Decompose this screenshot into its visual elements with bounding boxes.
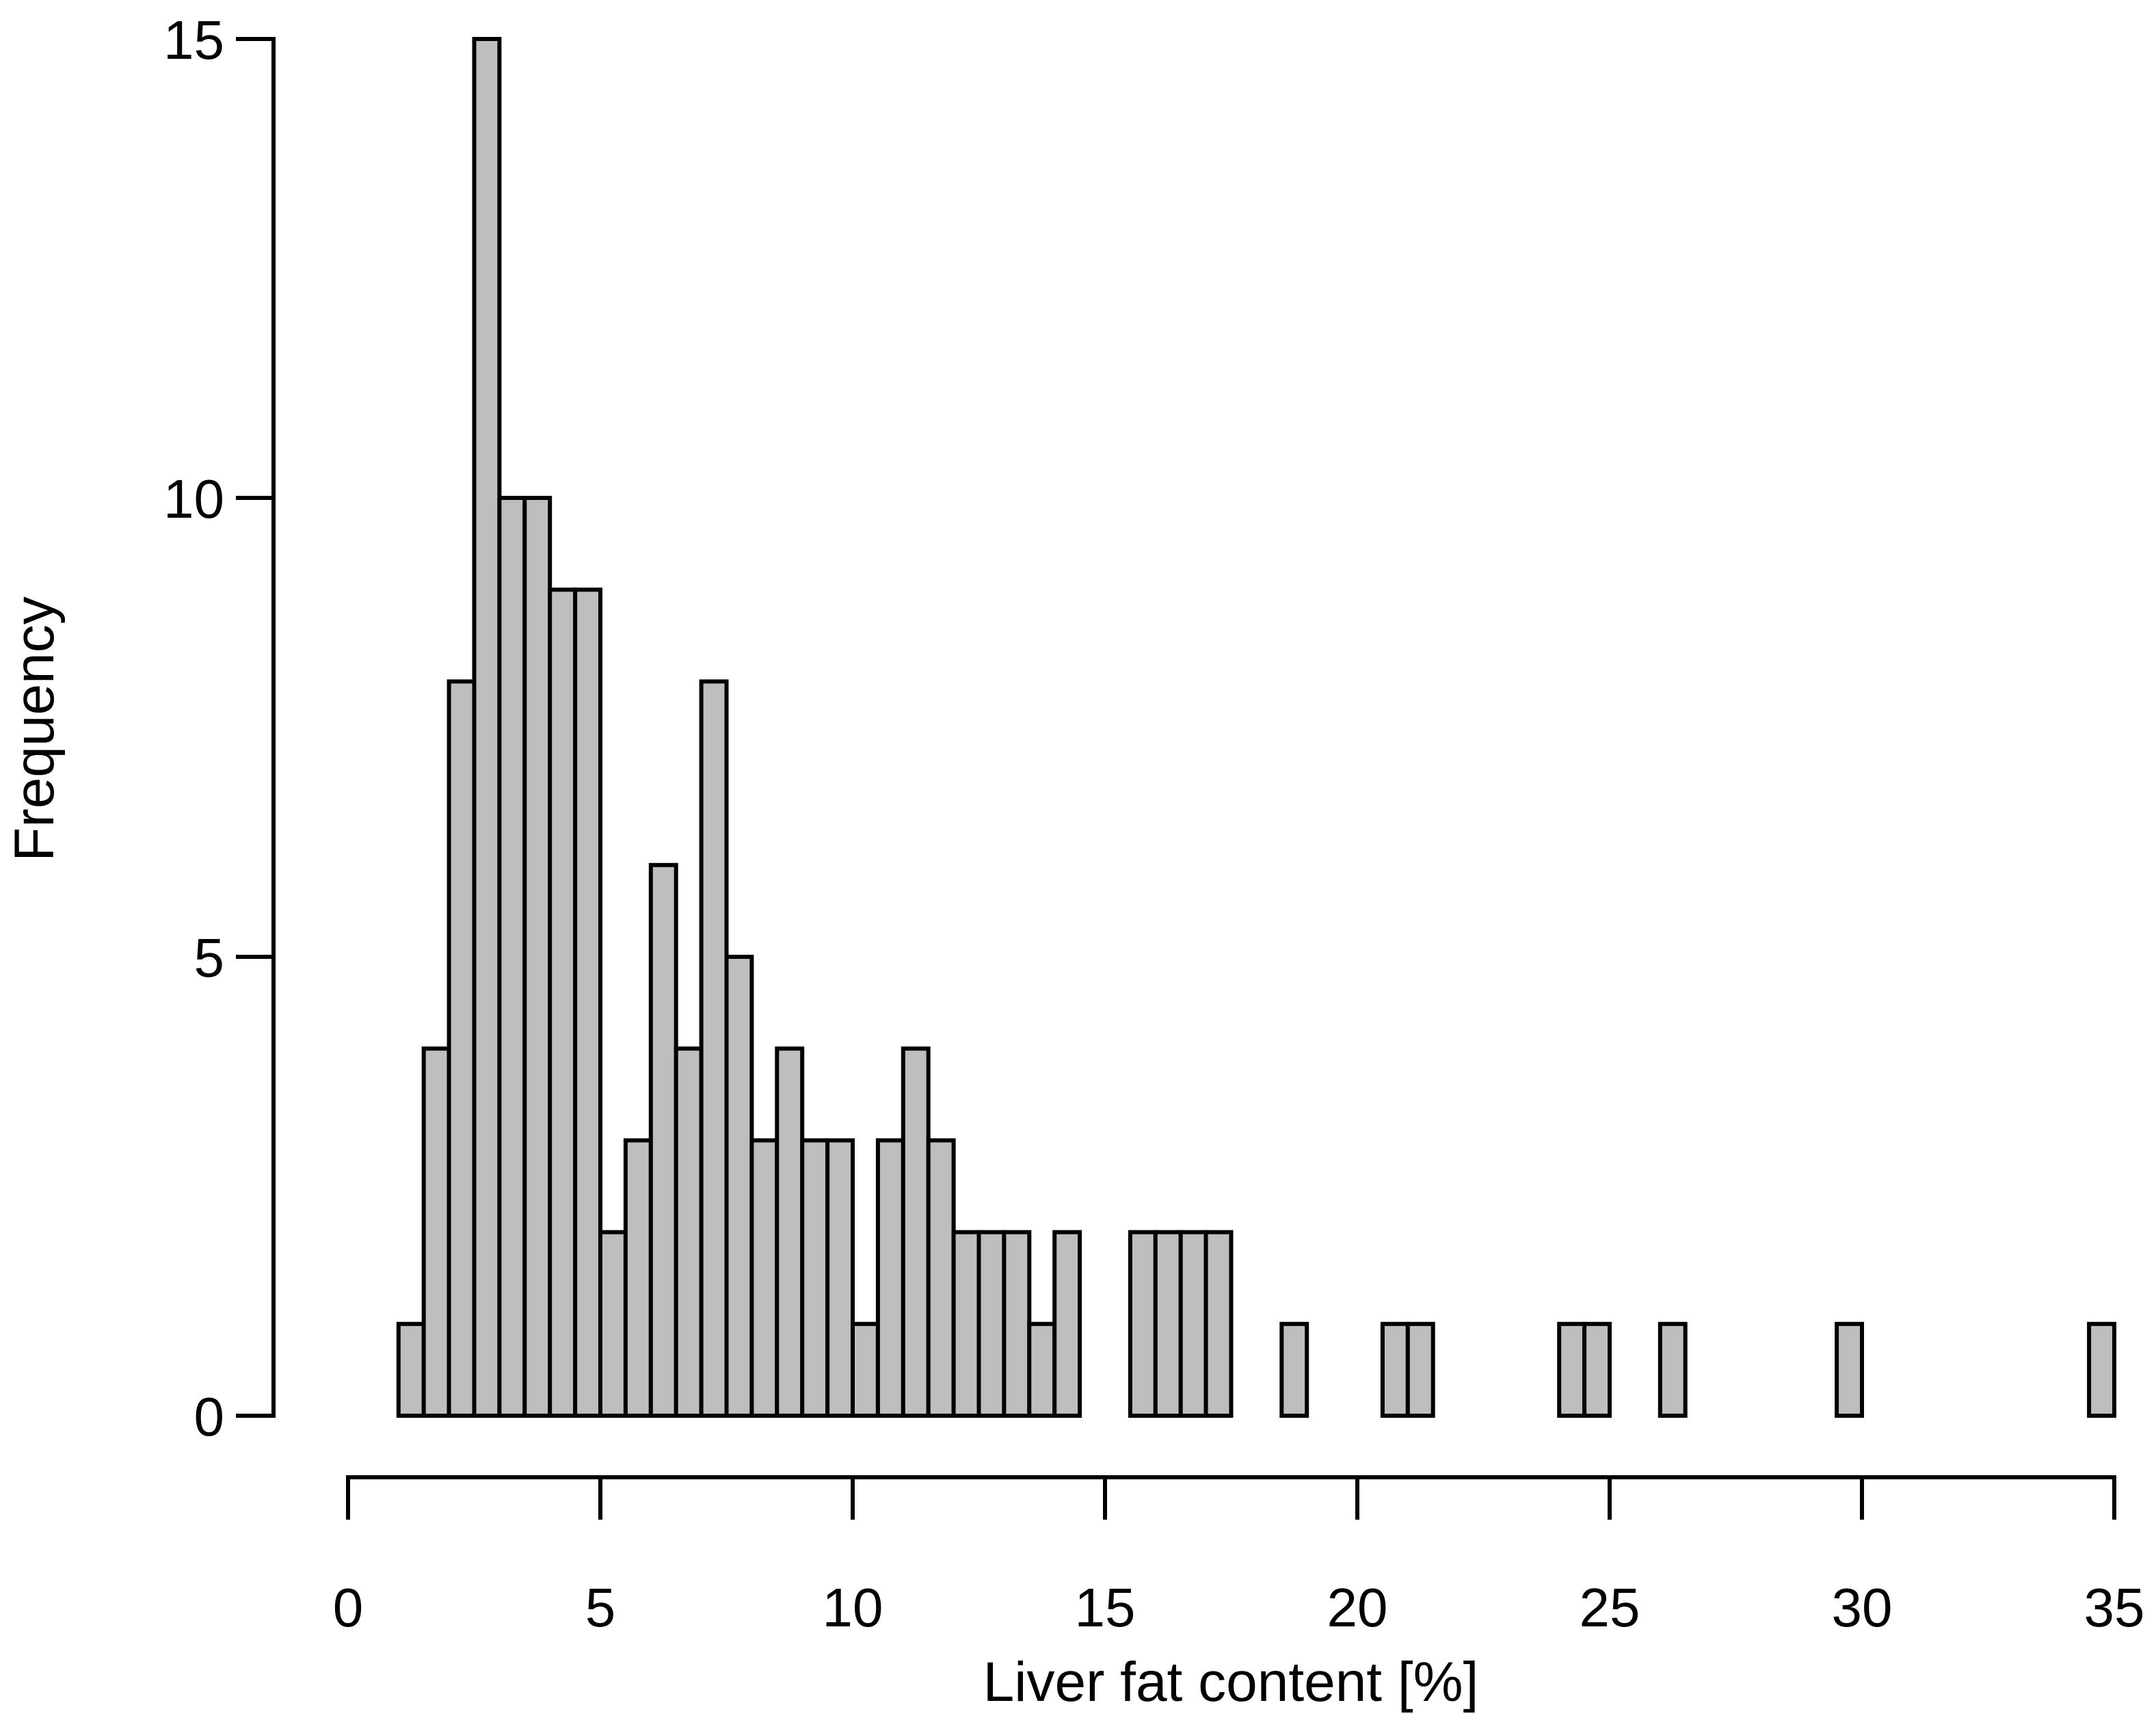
histogram-bar (598, 1230, 628, 1418)
histogram-bar (447, 679, 477, 1418)
histogram-bar (522, 496, 553, 1418)
x-tick-label: 30 (1832, 1577, 1893, 1638)
histogram-bar (1279, 1321, 1309, 1418)
x-tick-label: 10 (823, 1577, 883, 1638)
histogram-bar (1052, 1230, 1082, 1418)
y-tick-label: 15 (163, 10, 224, 70)
y-axis: 0 5 10 15 (163, 10, 276, 1447)
x-axis: 0 5 10 15 20 25 30 35 (333, 1475, 2145, 1638)
bars-group (396, 37, 2117, 1418)
histogram-bar (1658, 1321, 1688, 1418)
histogram-bar (421, 1046, 451, 1418)
histogram-bar (1835, 1321, 1865, 1418)
histogram-bar (472, 37, 502, 1418)
histogram-bar (1203, 1230, 1234, 1418)
x-ticks-group (346, 1477, 2116, 1520)
histogram-bar (396, 1321, 426, 1418)
histogram-bar (1128, 1230, 1158, 1418)
histogram-bar (825, 1138, 855, 1418)
histogram-bar (674, 1046, 704, 1418)
x-tick-label: 20 (1327, 1577, 1388, 1638)
histogram-bar (851, 1321, 880, 1418)
y-axis-title: Frequency (3, 596, 66, 861)
histogram-bar (875, 1138, 905, 1418)
histogram-bar (573, 587, 602, 1418)
histogram-bar (497, 496, 527, 1418)
histogram-bar (623, 1138, 653, 1418)
y-tick-label: 0 (194, 1386, 225, 1447)
histogram-bar (724, 955, 754, 1418)
y-tick-label: 5 (194, 927, 225, 988)
histogram-bar (2087, 1321, 2117, 1418)
histogram-bar (800, 1138, 830, 1418)
y-tick-label: 10 (163, 468, 224, 529)
histogram-bar (926, 1138, 956, 1418)
x-tick-label: 5 (585, 1577, 616, 1638)
histogram-bar (1582, 1321, 1612, 1418)
histogram-bar (648, 862, 678, 1418)
histogram-bar (951, 1230, 981, 1418)
histogram-bar (699, 679, 729, 1418)
x-tick-labels-group: 0 5 10 15 20 25 30 35 (333, 1577, 2145, 1638)
x-tick-label: 0 (333, 1577, 364, 1638)
histogram-bar (1178, 1230, 1208, 1418)
histogram-bar (1002, 1230, 1032, 1418)
x-tick-label: 35 (2084, 1577, 2145, 1638)
y-tick-labels-group: 0 5 10 15 (163, 10, 224, 1447)
x-tick-label: 25 (1580, 1577, 1640, 1638)
histogram-bar (1405, 1321, 1435, 1418)
histogram-bar (1380, 1321, 1410, 1418)
histogram-bar (1027, 1321, 1057, 1418)
histogram-bar (775, 1046, 805, 1418)
histogram-bar (548, 587, 578, 1418)
histogram-bar (749, 1138, 780, 1418)
histogram-bar (1557, 1321, 1587, 1418)
histogram-bar (1153, 1230, 1183, 1418)
histogram-bar (976, 1230, 1007, 1418)
y-ticks-group (236, 37, 274, 1418)
x-axis-title: Liver fat content [%] (983, 1651, 1479, 1713)
histogram-bar (901, 1046, 931, 1418)
x-tick-label: 15 (1075, 1577, 1136, 1638)
